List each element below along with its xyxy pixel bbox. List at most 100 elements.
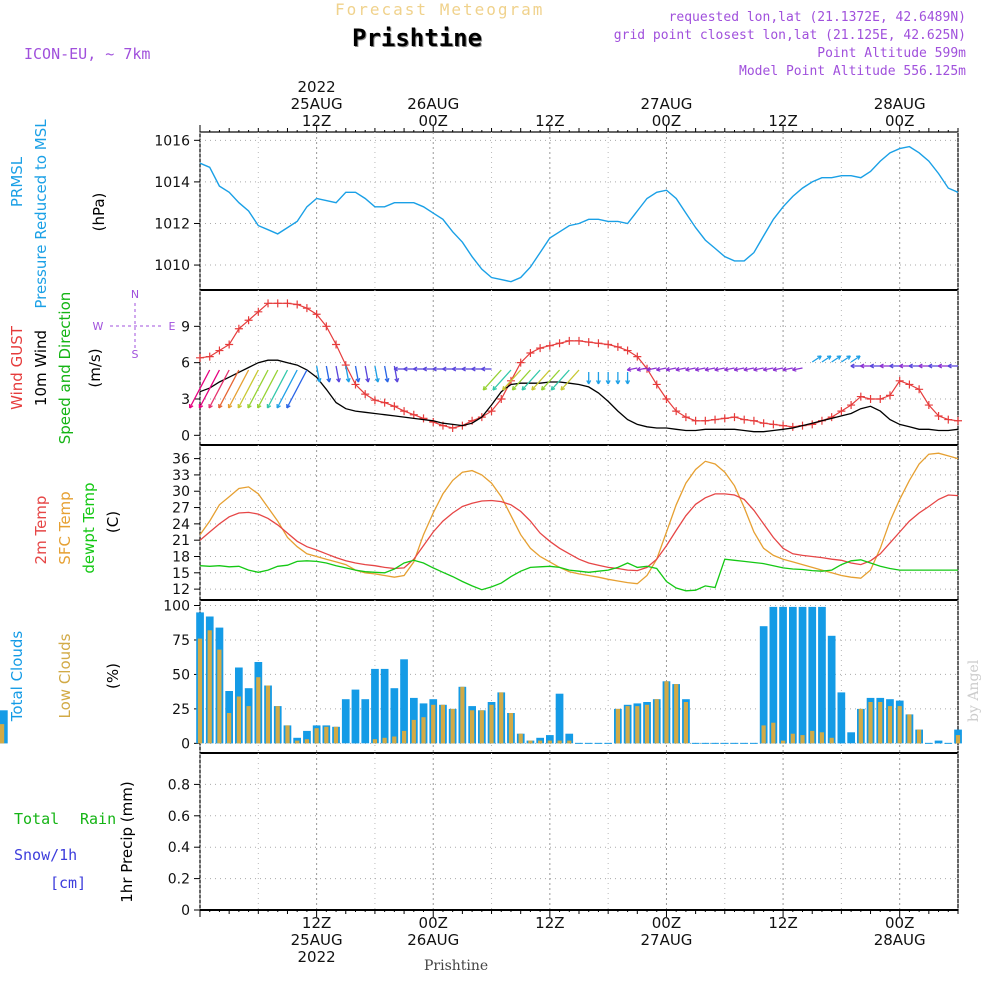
station-title: Prishtine xyxy=(352,24,483,52)
low-cloud-bar xyxy=(654,699,659,744)
low-cloud-bar xyxy=(897,706,902,744)
pressure-line xyxy=(199,145,959,283)
temp-unit: (C) xyxy=(104,511,122,533)
low-cloud-bar xyxy=(664,681,669,744)
wind-arrowhead xyxy=(714,366,719,372)
wind-arrow xyxy=(315,365,321,383)
total-cloud-bar xyxy=(351,689,360,744)
wind-arrow xyxy=(850,355,861,363)
wind-arrow xyxy=(198,369,221,409)
low-cloud-bar xyxy=(683,702,688,744)
gust-marker xyxy=(361,390,370,399)
gust-marker xyxy=(234,324,243,333)
wind-arrow xyxy=(492,369,512,391)
top-time-label: 12Z xyxy=(302,112,331,130)
cloud-ytick-label: 0 xyxy=(181,736,190,752)
wind-arrowhead xyxy=(286,403,291,409)
wind-arrowhead xyxy=(625,380,631,385)
bottom-time-label: 00Z xyxy=(885,914,914,932)
wind-arrow xyxy=(276,369,298,409)
low-cloud-bar xyxy=(392,736,397,744)
low-cloud-bar xyxy=(372,739,377,744)
total-cloud-bar xyxy=(779,606,787,744)
bottom-time-label: 27AUG xyxy=(640,931,692,949)
total-cloud-bar xyxy=(341,699,350,744)
precip-ytick-label: 0.2 xyxy=(168,872,190,888)
wind-arrowhead xyxy=(531,385,536,391)
wind-unit: (m/s) xyxy=(86,348,104,387)
wind-arrow xyxy=(695,367,706,371)
wind-arrow xyxy=(364,365,369,383)
wind-arrowhead xyxy=(550,385,556,391)
wind-arrow xyxy=(646,367,657,371)
top-time-label: 12Z xyxy=(535,112,564,130)
total-cloud-bar xyxy=(380,668,389,744)
wind-arrowhead xyxy=(481,366,486,372)
wind-arrowhead xyxy=(461,366,466,372)
wind-arrowhead xyxy=(636,366,642,372)
total-cloud-bar xyxy=(565,733,574,744)
low-cloud-bar xyxy=(275,706,280,744)
compass-s: S xyxy=(132,348,139,361)
wind-arrow xyxy=(666,367,677,371)
wind-arrow xyxy=(247,369,269,409)
low-cloud-bar xyxy=(217,649,222,744)
total-cloud-bar xyxy=(808,606,817,744)
gust-marker xyxy=(769,420,778,429)
bottom-time-label: 12Z xyxy=(768,914,797,932)
gust-marker xyxy=(681,413,690,422)
low-cloud-bar xyxy=(528,740,533,744)
precip-ytick-label: 0.4 xyxy=(168,840,190,856)
wind-arrowhead xyxy=(482,385,488,391)
low-cloud-bar xyxy=(955,735,961,744)
wind-arrowhead xyxy=(899,363,904,369)
gust-marker xyxy=(196,353,204,362)
wind-arrowhead xyxy=(355,377,361,383)
low-cloud-bar xyxy=(207,630,212,744)
wind-arrow xyxy=(345,365,350,383)
gust-marker xyxy=(254,307,263,316)
wind-arrowhead xyxy=(733,366,739,372)
panel-frame-5 xyxy=(199,752,959,911)
wind-arrowhead xyxy=(413,366,418,372)
wind-arrowhead xyxy=(237,403,242,409)
requested-coords: requested lon,lat (21.1372E, 42.6489N) xyxy=(668,10,966,25)
low-cloud-bar xyxy=(246,706,251,744)
wind-arrow xyxy=(811,355,822,363)
low-cloud-bar xyxy=(324,726,329,744)
wind-arrowhead xyxy=(540,385,546,391)
panel-frame-1 xyxy=(199,131,959,291)
gust-marker xyxy=(837,407,846,416)
pressure-label-long: Pressure Reduced to MSL xyxy=(32,119,50,309)
total-cloud-bar xyxy=(293,737,301,744)
bottom-time-label: 00Z xyxy=(419,914,448,932)
wind-arrowhead xyxy=(850,363,855,369)
wind-arrowhead xyxy=(257,403,262,409)
gust-marker xyxy=(934,411,943,420)
wind-arrow xyxy=(831,355,842,363)
low-cloud-bar xyxy=(858,708,863,744)
low-cloud-bar xyxy=(402,730,407,744)
bottom-time-label: 12Z xyxy=(302,914,331,932)
bottom-time-label: 26AUG xyxy=(407,931,459,949)
total-cloud-bar xyxy=(798,606,807,744)
bottom-time-label: 12Z xyxy=(535,914,564,932)
low-cloud-bar xyxy=(878,702,883,744)
precip-ytick-label: 0.6 xyxy=(168,809,190,825)
wind-arrow xyxy=(636,367,648,371)
low-cloud-bar xyxy=(479,710,484,744)
panel-frame-2 xyxy=(199,289,959,446)
gust-marker xyxy=(536,344,545,353)
gust-marker xyxy=(565,336,574,345)
wind-arrow xyxy=(782,367,793,371)
dewpoint-label: dewpt Temp xyxy=(80,482,98,573)
precip-rain-label: Rain xyxy=(80,810,117,828)
gust-marker xyxy=(400,407,409,416)
panel-frame-3 xyxy=(199,444,959,601)
low-cloud-bar xyxy=(790,733,795,744)
temp-ytick-label: 15 xyxy=(172,566,190,582)
top-time-label: 2022 xyxy=(298,78,336,96)
wind-arrow xyxy=(704,367,716,371)
